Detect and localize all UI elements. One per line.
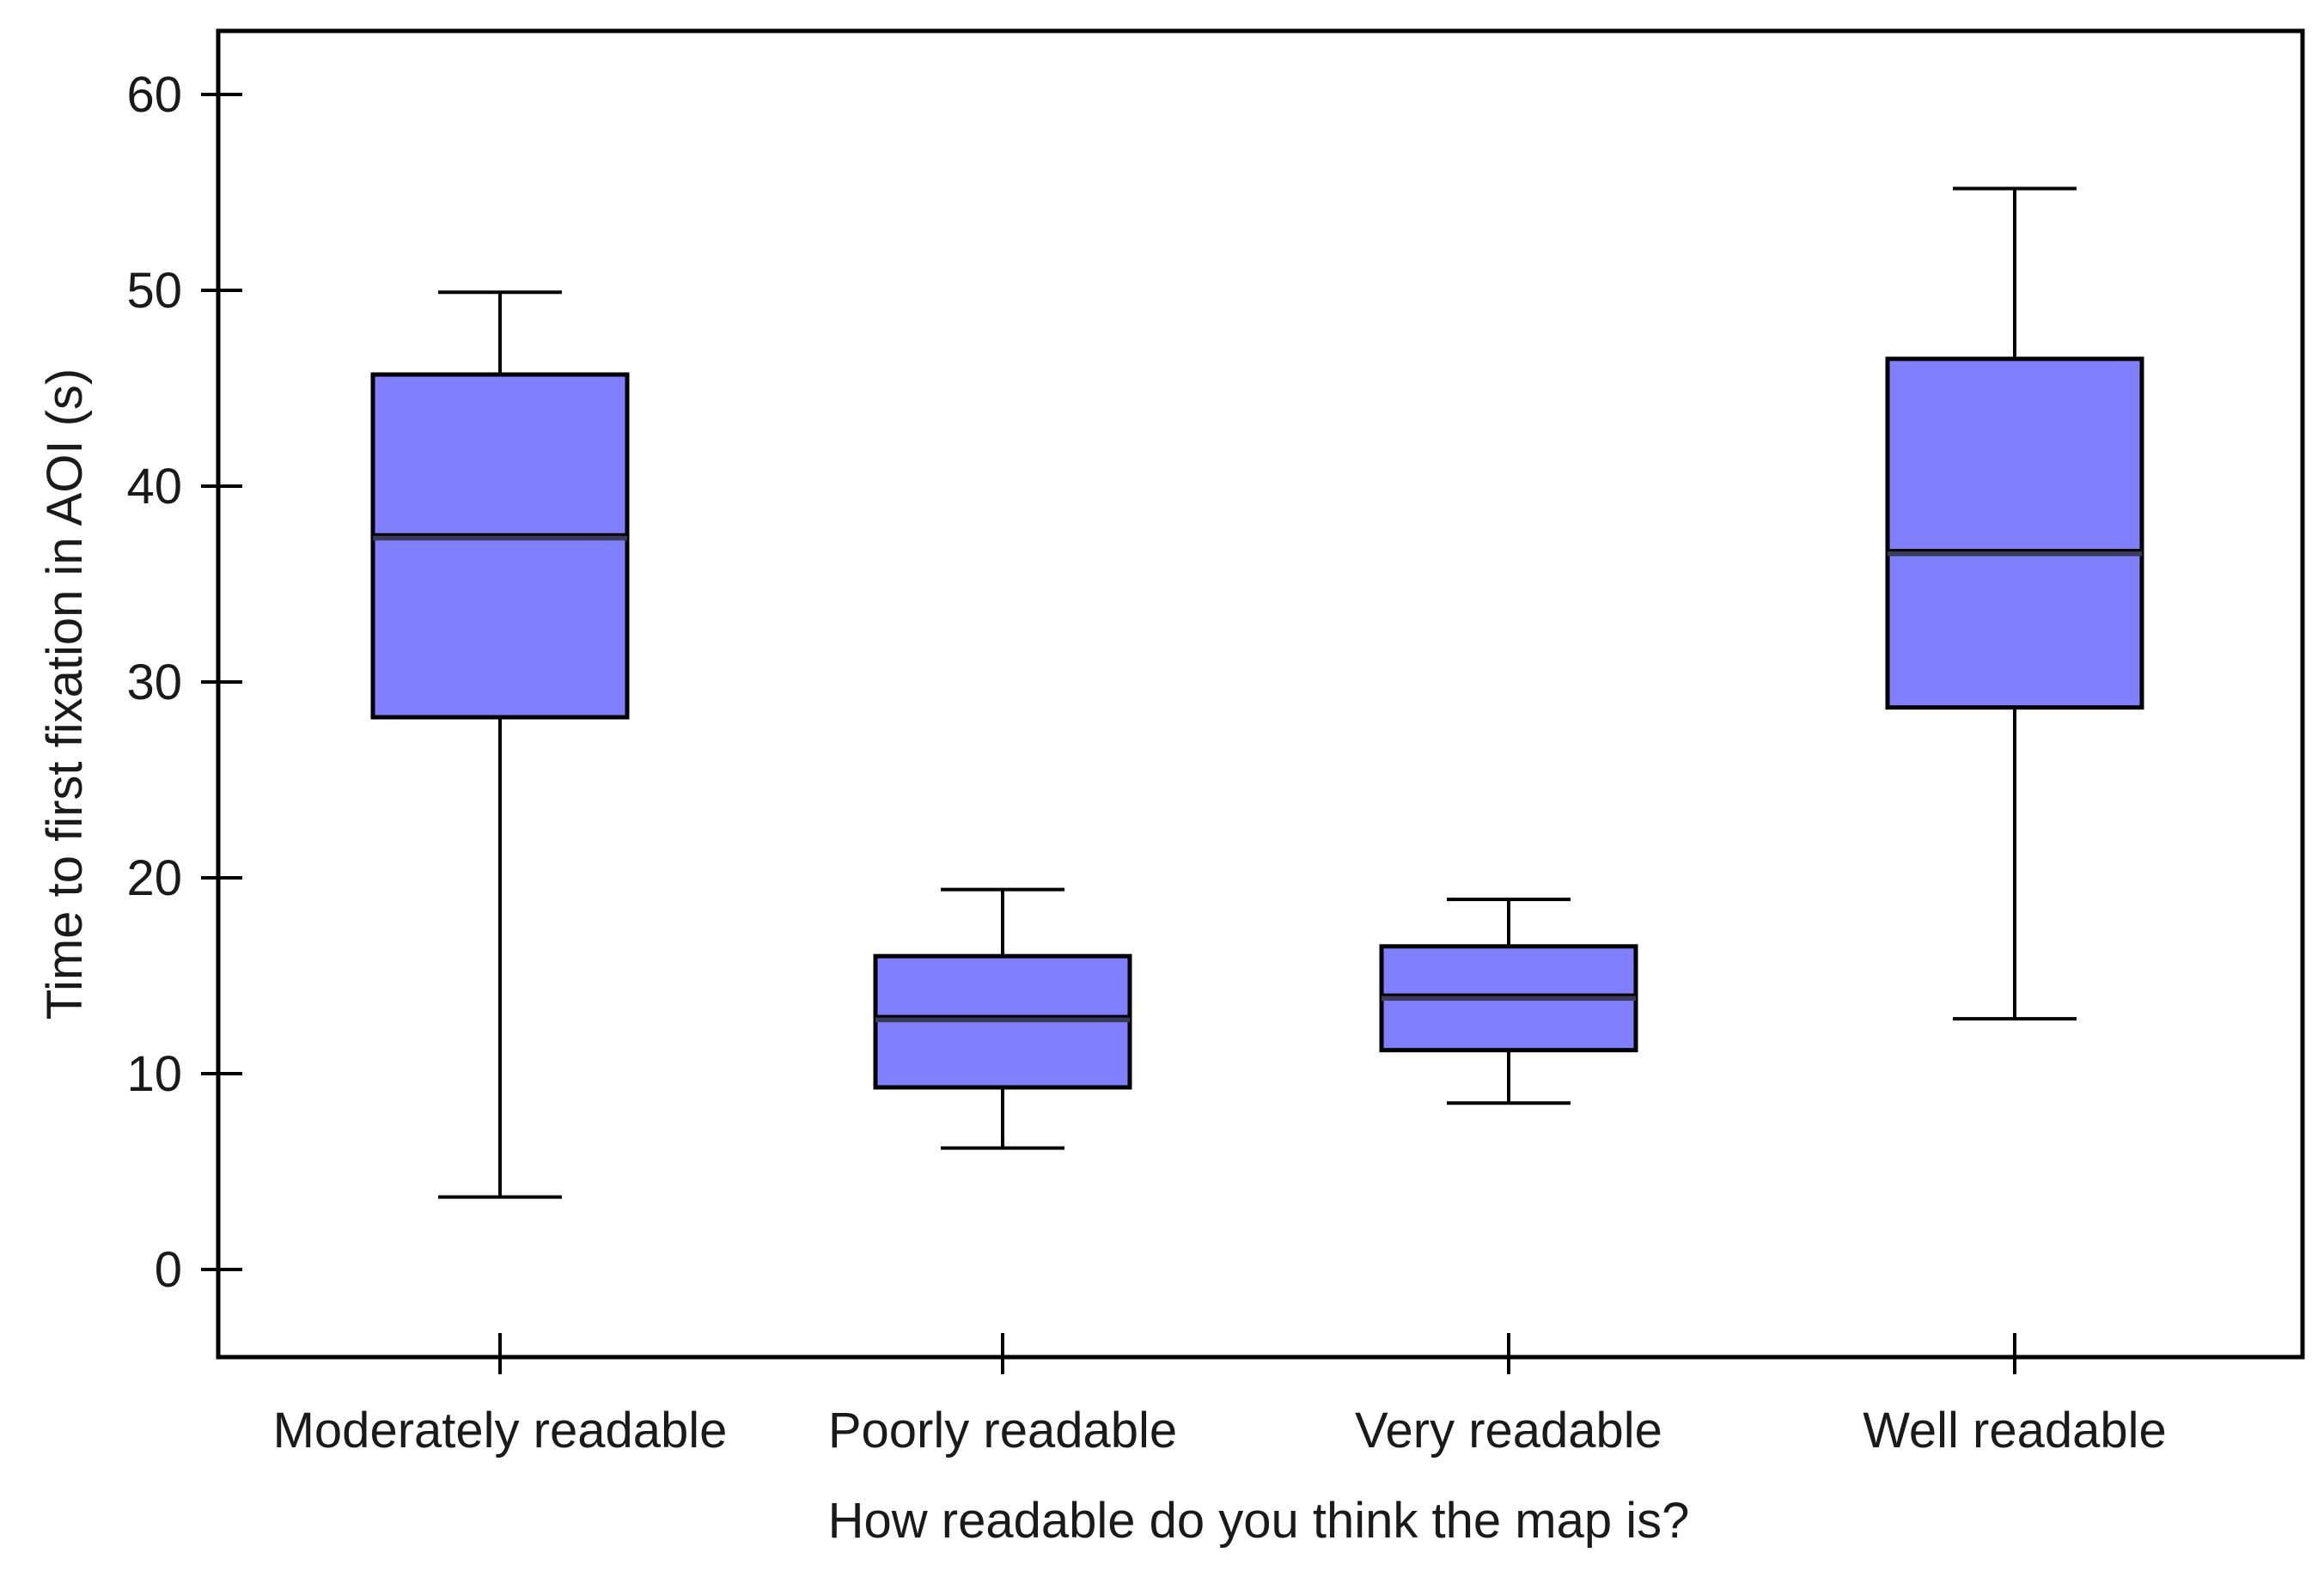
box-group [1885, 186, 2144, 1021]
x-axis: Moderately readable Poorly readable Very r… [273, 1333, 2167, 1458]
iqr-box [1885, 356, 2144, 710]
y-tick-label: 20 [126, 850, 182, 906]
y-tick-label: 30 [126, 655, 182, 710]
box-group [370, 290, 630, 1199]
y-tick-label: 50 [126, 263, 182, 319]
x-tick-label: Well readable [1863, 1403, 2167, 1458]
iqr-box [370, 372, 630, 720]
y-tick-label: 10 [126, 1046, 182, 1102]
y-tick-label: 60 [126, 67, 182, 123]
y-tick-label: 40 [126, 459, 182, 514]
x-axis-title: How readable do you think the map is? [828, 1493, 1690, 1549]
x-tick-label: Poorly readable [828, 1403, 1177, 1458]
x-tick-label: Very readable [1355, 1403, 1662, 1458]
y-axis: 0 10 20 30 40 50 60 [126, 67, 242, 1298]
x-tick-label: Moderately readable [273, 1403, 728, 1458]
boxes [370, 186, 2144, 1199]
box-group [1379, 898, 1638, 1105]
box-group [873, 887, 1132, 1150]
y-tick-label: 0 [155, 1242, 182, 1298]
y-axis-title: Time to first fixation in AOI (s) [37, 368, 93, 1020]
plot-frame [216, 28, 2305, 1360]
